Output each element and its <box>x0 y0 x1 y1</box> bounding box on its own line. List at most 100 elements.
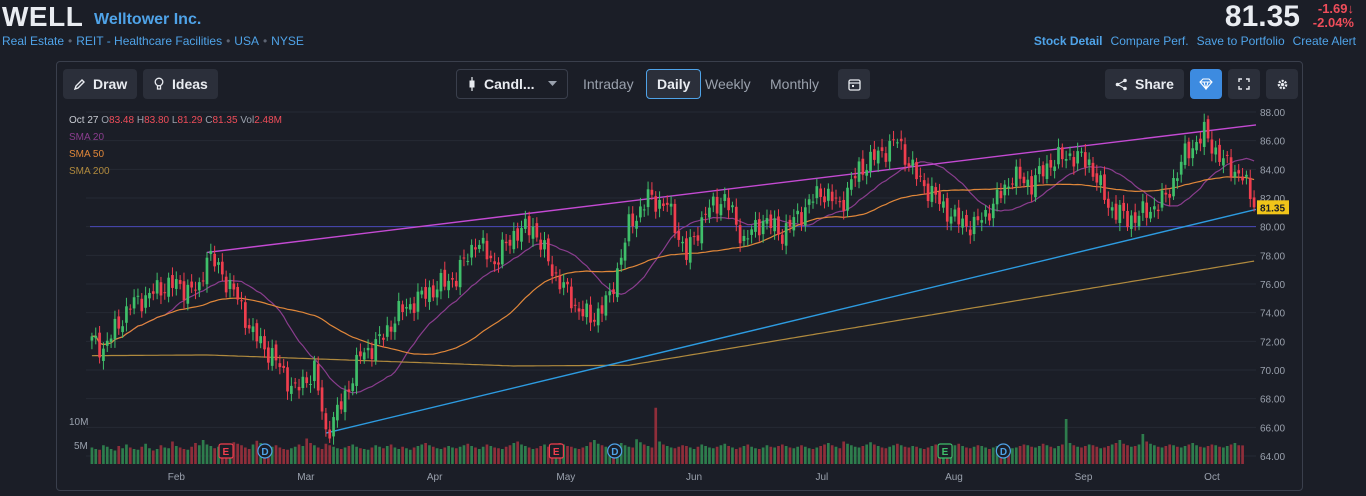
volume-bar <box>144 443 147 464</box>
candle-up <box>826 188 830 201</box>
volume-bar <box>566 446 569 464</box>
fullscreen-button[interactable] <box>1228 69 1260 99</box>
chart-type-dropdown[interactable]: Candl... <box>456 69 568 99</box>
volume-bar <box>681 445 684 464</box>
volume-bar <box>788 447 792 464</box>
volume-bar <box>669 447 673 464</box>
save-to-portfolio-link[interactable]: Save to Portfolio <box>1196 34 1285 48</box>
volume-bar <box>232 442 236 464</box>
volume-bar <box>213 448 216 464</box>
candle-up <box>562 282 566 288</box>
volume-bar <box>366 449 370 464</box>
candle-down <box>328 429 332 439</box>
candle-down <box>777 216 780 235</box>
draw-label: Draw <box>93 76 128 92</box>
candle-down <box>236 286 240 300</box>
ideas-button[interactable]: Ideas <box>143 69 218 99</box>
candle-up <box>420 290 424 295</box>
candle-down <box>704 213 707 215</box>
compare-perf-link[interactable]: Compare Perf. <box>1110 34 1189 48</box>
volume-bar <box>1183 446 1187 464</box>
candle-up <box>1153 206 1156 210</box>
candle-down <box>873 149 876 160</box>
volume-bar <box>1030 446 1033 464</box>
y-tick-label: 76.00 <box>1260 280 1285 291</box>
volume-bar <box>665 446 669 464</box>
header-links: Stock Detail Compare Perf. Save to Portf… <box>1034 34 1356 48</box>
tab-intraday[interactable]: Intraday <box>583 76 634 92</box>
volume-bar <box>374 445 378 464</box>
candle-up <box>512 230 516 250</box>
candle-up <box>228 279 232 289</box>
volume-bar <box>155 449 159 464</box>
volume-bar <box>589 442 592 464</box>
breadcrumb-sector[interactable]: Real Estate <box>2 34 65 48</box>
breadcrumb-exchange[interactable]: NYSE <box>271 34 304 48</box>
candle-down <box>274 344 278 361</box>
tab-daily[interactable]: Daily <box>646 69 702 99</box>
volume-bar <box>290 448 293 464</box>
candle-up <box>1118 204 1122 224</box>
candle-up <box>1222 158 1225 166</box>
candle-up <box>911 159 915 166</box>
calendar-button[interactable] <box>838 69 870 99</box>
volume-bar <box>520 444 523 464</box>
volume-bar <box>903 446 907 464</box>
volume-bar <box>976 445 980 464</box>
tab-weekly[interactable]: Weekly <box>705 76 751 92</box>
volume-bar <box>965 447 968 464</box>
volume-bar <box>362 449 366 464</box>
candle-up <box>1202 121 1206 147</box>
candle-up <box>125 306 128 323</box>
breadcrumb-industry[interactable]: REIT - Healthcare Facilities <box>76 34 223 48</box>
volume-bar <box>876 446 880 464</box>
dividend-marker-label: D <box>261 447 268 458</box>
company-name[interactable]: Welltower Inc. <box>94 11 202 28</box>
volume-bar <box>1206 446 1210 464</box>
draw-button[interactable]: Draw <box>63 69 138 99</box>
candle-up <box>961 218 964 228</box>
volume-bar <box>186 449 190 464</box>
volume-bar <box>957 443 961 464</box>
x-tick-label: Jun <box>686 472 702 483</box>
volume-bar <box>1045 445 1049 464</box>
volume-bar <box>420 444 424 464</box>
tab-monthly[interactable]: Monthly <box>770 76 820 92</box>
volume-bar <box>431 446 435 464</box>
candle-down <box>566 281 569 285</box>
breadcrumb-country[interactable]: USA <box>234 34 259 48</box>
candle-up <box>1080 151 1083 153</box>
premium-button[interactable] <box>1190 69 1222 99</box>
volume-bar <box>1237 445 1241 464</box>
candle-down <box>128 308 132 310</box>
earnings-marker <box>548 443 564 459</box>
candle-up <box>1183 143 1187 165</box>
volume-bar <box>815 447 819 464</box>
ohlc-value: Oct 27 <box>69 115 101 126</box>
volume-bar <box>151 450 155 464</box>
candle-up <box>1233 171 1237 177</box>
candle-up <box>708 207 711 218</box>
volume-bar <box>930 446 934 464</box>
candle-down <box>654 196 658 212</box>
candle-up <box>523 218 527 229</box>
volume-bar <box>1106 446 1110 464</box>
candle-down <box>934 187 938 195</box>
stock-detail-link[interactable]: Stock Detail <box>1033 34 1103 48</box>
volume-bar <box>378 446 381 464</box>
create-alert-link[interactable]: Create Alert <box>1292 34 1356 48</box>
candle-down <box>431 285 435 298</box>
share-button[interactable]: Share <box>1105 69 1184 99</box>
price-chart[interactable]: 88.00 86.00 84.00 82.00 80.00 78.00 76.00 74.00… <box>56 101 1303 491</box>
volume-bar <box>359 448 362 464</box>
candle-up <box>616 268 619 298</box>
settings-button[interactable] <box>1266 69 1298 99</box>
chevron-down-icon <box>547 81 557 86</box>
breadcrumb-separator: • <box>68 34 73 48</box>
volume-bar <box>389 444 393 464</box>
candle-up <box>251 326 255 333</box>
y-tick-label: 80.00 <box>1260 223 1285 234</box>
candle-down <box>117 316 121 329</box>
ohlc-value: C <box>205 115 212 126</box>
volume-bar <box>708 447 711 464</box>
